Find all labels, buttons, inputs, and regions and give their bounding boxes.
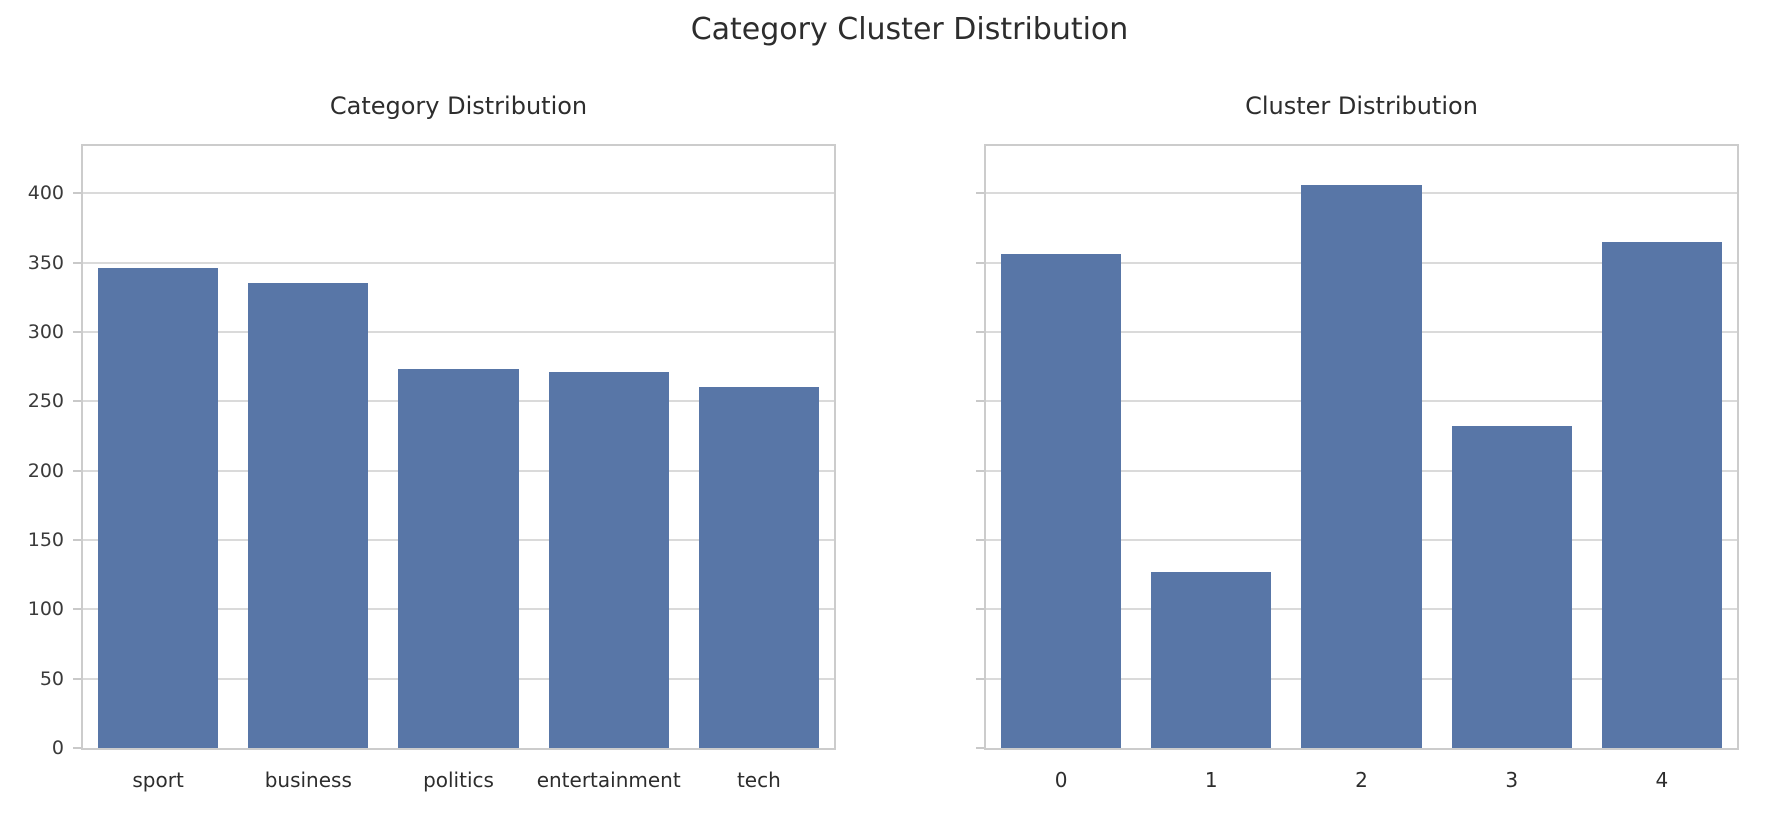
y-tick-mark (73, 677, 81, 680)
bar-1 (1151, 571, 1272, 748)
y-tick-label: 50 (39, 667, 64, 690)
y-tick-label: 0 (51, 737, 64, 759)
y-tick-mark (976, 261, 984, 264)
y-tick-mark (73, 330, 81, 333)
y-tick-mark (73, 192, 81, 195)
left-plot-area (81, 144, 836, 750)
bar-2 (1301, 184, 1422, 748)
x-tick-label-1: 1 (1204, 768, 1218, 792)
y-tick-label: 100 (27, 598, 64, 621)
bar-tech (698, 387, 819, 748)
y-tick-mark (73, 747, 81, 749)
figure-suptitle: Category Cluster Distribution (690, 12, 1129, 47)
y-tick-mark (976, 400, 984, 403)
y-tick-mark (73, 261, 81, 264)
y-tick-mark (976, 538, 984, 541)
x-tick-label-0: 0 (1054, 768, 1068, 792)
y-tick-label: 400 (27, 182, 64, 205)
bar-politics (398, 369, 519, 748)
y-tick-mark (73, 400, 81, 403)
y-tick-label: 300 (27, 320, 64, 343)
y-tick-mark (73, 608, 81, 611)
y-tick-mark (976, 608, 984, 611)
x-tick-label-4: 4 (1655, 768, 1669, 792)
x-tick-label-sport: sport (132, 768, 184, 792)
bar-entertainment (548, 372, 669, 748)
bar-3 (1451, 426, 1572, 748)
grid-line (83, 330, 834, 333)
y-tick-label: 350 (27, 251, 64, 274)
x-tick-label-3: 3 (1505, 768, 1519, 792)
y-tick-mark (976, 747, 984, 749)
grid-line (83, 261, 834, 264)
y-tick-mark (73, 469, 81, 472)
y-tick-mark (976, 192, 984, 195)
bar-4 (1601, 241, 1722, 748)
bar-business (248, 283, 369, 748)
y-tick-mark (976, 469, 984, 472)
x-tick-label-entertainment: entertainment (536, 768, 681, 792)
y-tick-mark (73, 538, 81, 541)
x-tick-label-business: business (264, 768, 352, 792)
grid-line (83, 192, 834, 195)
y-tick-mark (976, 677, 984, 680)
x-tick-label-tech: tech (736, 768, 781, 792)
right-axes-title: Cluster Distribution (1245, 92, 1478, 120)
x-tick-label-2: 2 (1355, 768, 1368, 792)
bar-0 (1001, 254, 1122, 748)
right-plot-area (984, 144, 1739, 750)
x-tick-label-politics: politics (423, 768, 494, 792)
y-tick-label: 150 (27, 528, 64, 551)
y-tick-label: 250 (27, 390, 64, 413)
y-tick-label: 200 (27, 459, 64, 482)
left-axes-title: Category Distribution (329, 92, 588, 120)
bar-sport (98, 268, 219, 748)
y-tick-mark (976, 330, 984, 333)
